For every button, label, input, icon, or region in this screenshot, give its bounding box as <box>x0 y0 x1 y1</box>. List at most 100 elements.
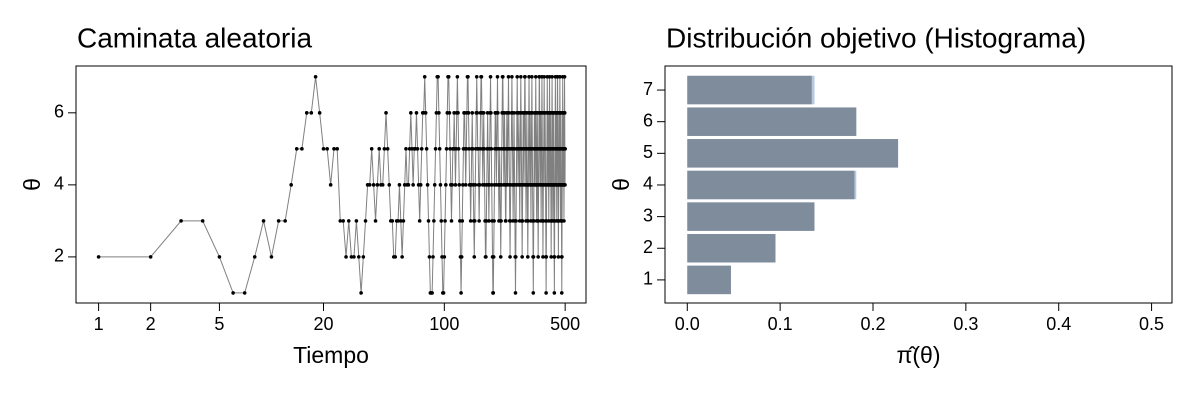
walk-point <box>541 219 545 223</box>
walk-point <box>437 147 442 151</box>
walk-point <box>536 255 540 259</box>
walk-point <box>472 255 477 259</box>
walk-point <box>456 111 460 115</box>
walk-point <box>328 183 333 187</box>
walk-point <box>450 183 454 187</box>
walk-point <box>179 219 183 223</box>
walk-point <box>313 75 318 79</box>
walk-point <box>346 219 351 223</box>
walk-point <box>432 183 437 187</box>
walk-point <box>562 75 567 79</box>
walk-point <box>431 255 435 259</box>
walk-point <box>363 219 368 223</box>
walk-point <box>489 183 494 187</box>
walk-point <box>491 255 496 259</box>
walk-point <box>424 147 429 151</box>
walk-point <box>515 75 520 79</box>
walk-point <box>498 255 503 259</box>
walk-point <box>385 147 390 151</box>
y-axis-label: θ <box>19 178 45 191</box>
walk-point <box>390 219 395 223</box>
walk-point <box>217 255 222 259</box>
walk-point <box>482 147 486 151</box>
walk-point <box>533 75 538 79</box>
walk-point <box>513 255 518 259</box>
walk-point <box>470 111 475 115</box>
walk-point <box>559 291 564 295</box>
walk-point <box>479 75 484 79</box>
walk-point <box>489 147 494 151</box>
walk-point <box>519 75 523 79</box>
walk-point <box>460 219 465 223</box>
walk-point <box>283 219 287 223</box>
walk-point <box>417 219 422 223</box>
walk-point <box>457 183 462 187</box>
walk-point <box>436 75 440 79</box>
y-tick-label: 3 <box>643 205 653 225</box>
walk-point <box>442 255 447 259</box>
walk-point <box>464 147 469 151</box>
walk-point <box>261 219 266 223</box>
walk-point <box>444 183 448 187</box>
walk-point <box>359 291 363 295</box>
walk-point <box>344 255 348 259</box>
x-tick-label: 500 <box>550 314 580 334</box>
walk-point <box>485 111 490 115</box>
walk-point <box>377 147 382 151</box>
walk-point <box>544 255 549 259</box>
walk-point <box>541 255 545 259</box>
walk-point <box>531 219 536 223</box>
walk-point <box>373 219 378 223</box>
walk-point <box>552 255 557 259</box>
walk-point <box>484 255 488 259</box>
walk-point <box>341 219 346 223</box>
walk-point <box>472 219 477 223</box>
walk-point <box>448 147 452 151</box>
x-axis-label: π̂(θ) <box>897 342 941 368</box>
walk-point <box>512 111 516 115</box>
walk-point <box>415 147 420 151</box>
walk-point <box>549 255 553 259</box>
walk-point <box>463 183 468 187</box>
walk-point <box>382 147 387 151</box>
x-tick-label: 0.2 <box>860 314 885 334</box>
walk-point <box>396 219 400 223</box>
walk-point <box>558 75 562 79</box>
walk-point <box>404 147 408 151</box>
walk-point <box>446 75 451 79</box>
walk-point <box>470 147 475 151</box>
walk-point <box>453 183 458 187</box>
walk-point <box>321 147 326 151</box>
walk-point <box>409 111 413 115</box>
walk-point <box>495 75 500 79</box>
walk-point <box>449 219 454 223</box>
walk-point <box>455 75 460 79</box>
x-tick-label: 0.4 <box>1046 314 1071 334</box>
walk-point <box>406 183 411 187</box>
walk-point <box>461 183 465 187</box>
walk-point <box>484 219 489 223</box>
x-tick-label: 2 <box>146 314 156 334</box>
walk-point <box>387 183 392 187</box>
walk-point <box>367 183 372 187</box>
walk-point <box>547 75 552 79</box>
walk-point <box>506 111 511 115</box>
walk-point <box>425 183 430 187</box>
walk-point <box>468 219 473 223</box>
walk-point <box>489 111 493 115</box>
chart-title: Distribución objetivo (Histograma) <box>666 22 1086 53</box>
walk-point <box>459 255 464 259</box>
walk-point <box>242 291 247 295</box>
walk-point <box>474 75 479 79</box>
walk-point <box>473 183 478 187</box>
walk-point <box>393 255 398 259</box>
y-tick-label: 6 <box>643 110 653 130</box>
walk-point <box>433 147 438 151</box>
walk-point <box>352 255 356 259</box>
walk-point <box>467 147 471 151</box>
walk-point <box>488 75 493 79</box>
walk-point <box>481 111 486 115</box>
walk-point <box>423 111 428 115</box>
walk-point <box>563 183 567 187</box>
